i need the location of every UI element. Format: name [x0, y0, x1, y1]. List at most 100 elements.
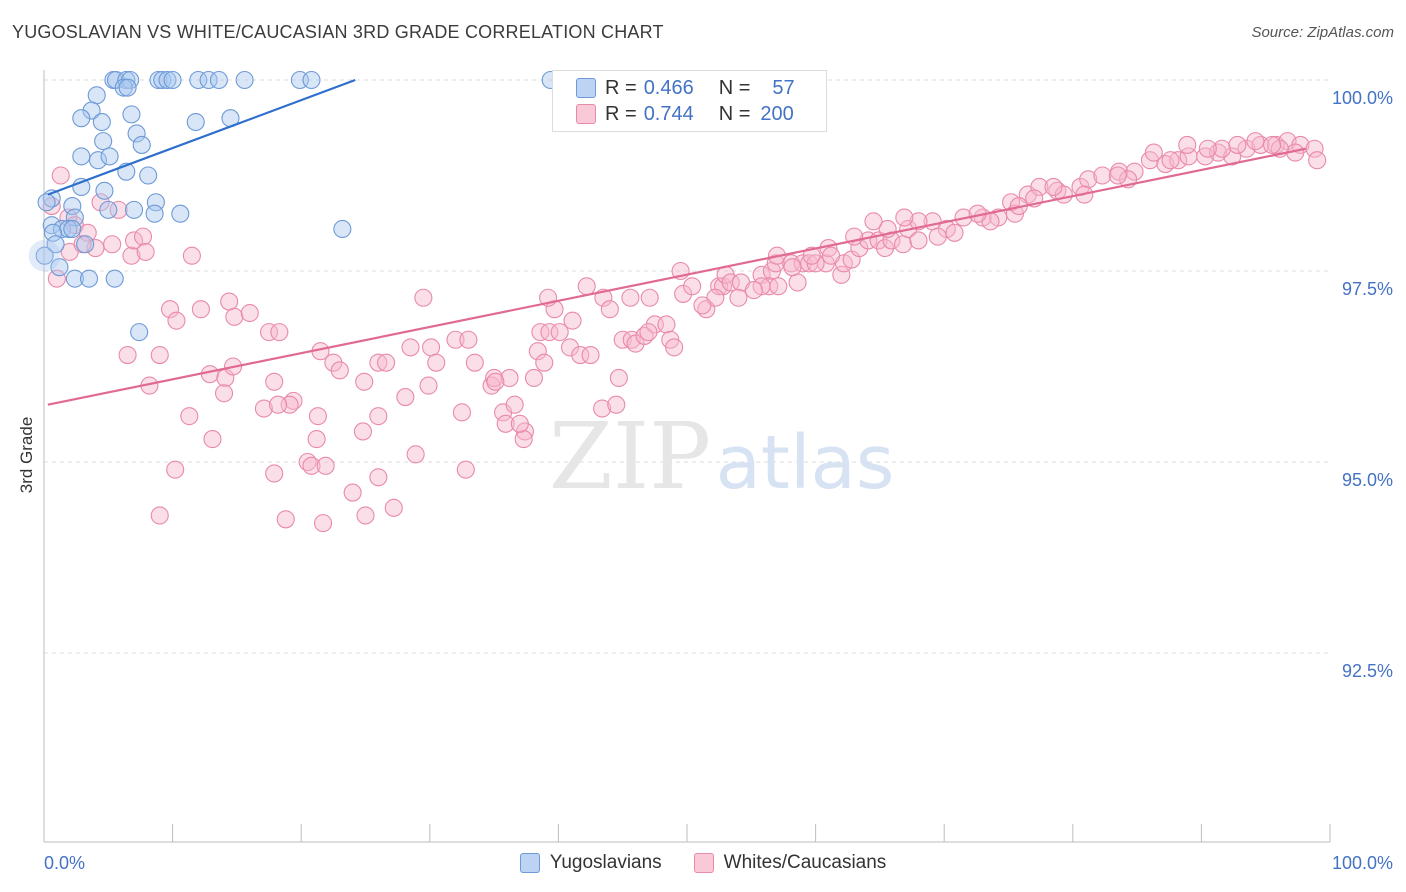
- data-point-whites: [422, 338, 441, 357]
- data-point-whites: [540, 323, 559, 342]
- stats-n-label: N =: [718, 76, 751, 99]
- data-point-whites: [1044, 177, 1063, 197]
- data-point-whites: [324, 353, 343, 372]
- data-point-yugoslavians: [189, 70, 208, 90]
- data-point-whites: [166, 460, 185, 479]
- data-point-whites: [446, 330, 465, 349]
- data-point-yugoslavians-large: [28, 239, 61, 272]
- y-axis-label: 3rd Grade: [17, 417, 36, 494]
- data-point-whites: [78, 223, 97, 242]
- data-point-yugoslavians: [50, 258, 69, 277]
- stats-n-label: N =: [718, 102, 751, 125]
- stats-r-label: R =: [605, 102, 637, 125]
- data-point-yugoslavians: [88, 151, 108, 170]
- data-point-whites: [276, 510, 295, 529]
- y-tick-label: 95.0%: [1342, 470, 1393, 490]
- data-point-whites: [1108, 166, 1127, 185]
- data-point-whites: [330, 361, 349, 380]
- data-point-whites: [563, 311, 582, 330]
- data-point-whites: [314, 514, 333, 533]
- chart-title: YUGOSLAVIAN VS WHITE/CAUCASIAN 3RD GRADE…: [12, 22, 664, 42]
- data-point-whites: [103, 235, 122, 254]
- data-point-yugoslavians: [100, 147, 119, 166]
- data-point-whites: [302, 456, 321, 475]
- data-point-whites: [744, 281, 763, 300]
- data-point-whites: [621, 288, 640, 307]
- data-point-whites: [220, 292, 239, 311]
- data-point-yugoslavians: [209, 70, 228, 90]
- data-point-whites: [609, 368, 628, 388]
- data-point-whites: [355, 372, 374, 391]
- data-point-whites: [928, 227, 947, 246]
- data-point-whites: [191, 300, 210, 319]
- data-point-whites: [456, 460, 475, 479]
- data-point-whites: [1198, 139, 1217, 158]
- data-point-yugoslavians: [94, 132, 113, 151]
- data-point-whites: [875, 239, 895, 258]
- data-point-whites: [369, 468, 388, 487]
- data-point-whites: [895, 208, 914, 227]
- data-point-whites: [524, 368, 544, 388]
- data-point-whites: [1308, 151, 1327, 170]
- data-point-whites: [414, 288, 433, 307]
- data-point-whites: [788, 273, 807, 292]
- data-point-yugoslavians: [52, 219, 72, 239]
- data-point-whites: [500, 368, 519, 388]
- data-point-whites: [1169, 151, 1188, 170]
- data-point-yugoslavians: [333, 219, 352, 239]
- watermark-zip: ZIP: [549, 403, 711, 510]
- data-point-whites: [1223, 147, 1242, 166]
- chart-legend: Yugoslavians Whites/Caucasians: [0, 852, 1406, 874]
- data-point-whites: [550, 323, 569, 342]
- data-point-yugoslavians: [87, 86, 106, 105]
- series-yugoslavians-points: [28, 70, 560, 342]
- legend-label: Yugoslavians: [549, 852, 662, 873]
- data-point-yugoslavians: [63, 219, 82, 239]
- data-point-yugoslavians: [139, 166, 158, 185]
- data-point-whites: [1030, 177, 1049, 197]
- data-point-whites: [864, 212, 883, 231]
- data-point-yugoslavians: [63, 197, 82, 216]
- data-point-whites: [640, 288, 659, 307]
- data-point-yugoslavians: [145, 204, 164, 223]
- stats-r-value: 0.466: [643, 76, 694, 99]
- data-point-whites: [259, 323, 279, 342]
- data-point-whites: [665, 338, 684, 357]
- trend-lines: [47, 78, 1306, 406]
- data-point-whites: [1212, 139, 1232, 158]
- watermark-atlas: atlas: [716, 420, 895, 506]
- data-point-whites: [1125, 162, 1144, 181]
- data-point-whites: [465, 353, 484, 372]
- data-point-yugoslavians: [163, 70, 182, 90]
- data-point-yugoslavians: [46, 235, 65, 254]
- data-point-whites: [270, 323, 289, 342]
- data-point-whites: [581, 345, 600, 365]
- data-point-yugoslavians: [186, 112, 205, 132]
- data-point-whites: [384, 498, 403, 517]
- data-point-whites: [766, 254, 785, 273]
- data-point-yugoslavians: [82, 101, 101, 120]
- data-point-whites: [160, 300, 180, 319]
- data-point-whites: [377, 353, 396, 372]
- data-point-whites: [452, 403, 472, 422]
- data-point-whites: [1161, 151, 1180, 170]
- trend-line-whites: [47, 147, 1306, 406]
- data-point-whites: [710, 277, 729, 296]
- data-point-whites: [369, 353, 388, 372]
- data-point-yugoslavians: [158, 70, 177, 90]
- data-point-whites: [1246, 132, 1265, 151]
- data-point-whites: [51, 166, 70, 185]
- data-point-whites: [607, 395, 626, 414]
- data-point-whites: [265, 464, 284, 483]
- data-point-whites: [783, 258, 802, 277]
- trend-line-yugoslavians: [47, 78, 356, 196]
- data-point-yugoslavians: [37, 193, 56, 212]
- data-point-yugoslavians: [105, 269, 124, 288]
- data-point-whites: [909, 231, 928, 250]
- data-point-whites: [514, 430, 533, 449]
- stats-swatch-pink: [576, 104, 596, 124]
- data-point-yugoslavians: [171, 204, 190, 223]
- x-tick-label-left: 0.0%: [44, 853, 85, 873]
- data-point-whites: [486, 372, 505, 391]
